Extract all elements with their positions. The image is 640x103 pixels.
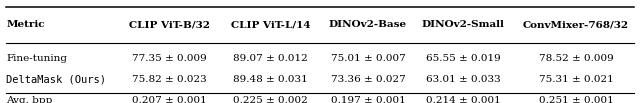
Text: 75.31 ± 0.021: 75.31 ± 0.021 (539, 75, 613, 84)
Text: 77.35 ± 0.009: 77.35 ± 0.009 (132, 54, 207, 63)
Text: Metric: Metric (6, 20, 45, 29)
Text: 78.52 ± 0.009: 78.52 ± 0.009 (539, 54, 613, 63)
Text: 0.214 ± 0.001: 0.214 ± 0.001 (426, 96, 500, 103)
Text: 75.82 ± 0.023: 75.82 ± 0.023 (132, 75, 207, 84)
Text: 65.55 ± 0.019: 65.55 ± 0.019 (426, 54, 500, 63)
Text: ConvMixer-768/32: ConvMixer-768/32 (523, 20, 629, 29)
Text: 0.225 ± 0.002: 0.225 ± 0.002 (234, 96, 308, 103)
Text: DINOv2-Base: DINOv2-Base (329, 20, 407, 29)
Text: 0.207 ± 0.001: 0.207 ± 0.001 (132, 96, 207, 103)
Text: DeltaMask (Ours): DeltaMask (Ours) (6, 74, 106, 84)
Text: 63.01 ± 0.033: 63.01 ± 0.033 (426, 75, 500, 84)
Text: 89.07 ± 0.012: 89.07 ± 0.012 (234, 54, 308, 63)
Text: 0.251 ± 0.001: 0.251 ± 0.001 (539, 96, 613, 103)
Text: CLIP ViT-B/32: CLIP ViT-B/32 (129, 20, 210, 29)
Text: 89.48 ± 0.031: 89.48 ± 0.031 (234, 75, 308, 84)
Text: 75.01 ± 0.007: 75.01 ± 0.007 (331, 54, 405, 63)
Text: DINOv2-Small: DINOv2-Small (422, 20, 505, 29)
Text: 73.36 ± 0.027: 73.36 ± 0.027 (331, 75, 405, 84)
Text: 0.197 ± 0.001: 0.197 ± 0.001 (331, 96, 405, 103)
Text: CLIP ViT-L/14: CLIP ViT-L/14 (231, 20, 310, 29)
Text: Avg. bpp: Avg. bpp (6, 96, 52, 103)
Text: Fine-tuning: Fine-tuning (6, 54, 67, 63)
